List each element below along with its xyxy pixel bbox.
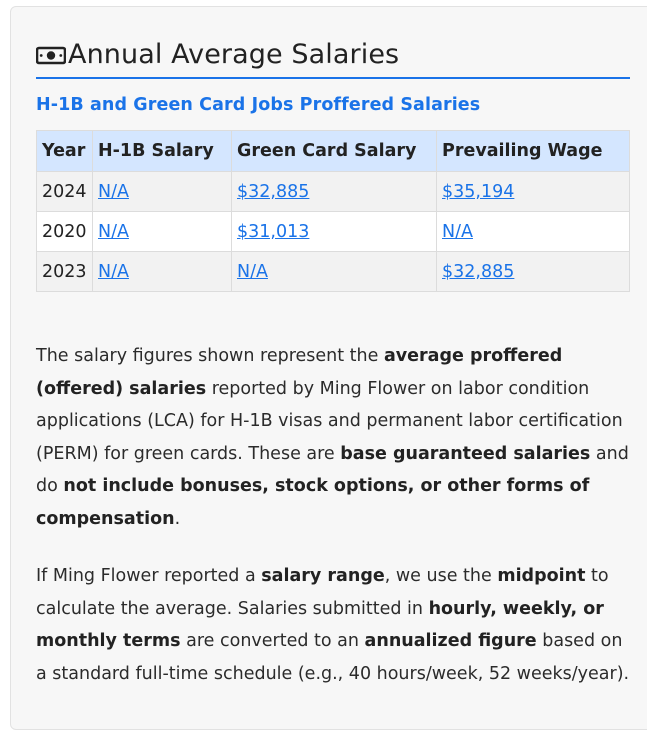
bold-text: not include bonuses, stock options, or o…	[36, 476, 590, 529]
section-title: Annual Average Salaries	[68, 39, 400, 70]
text-span: based on a standard full-time schedule (…	[36, 631, 630, 684]
cell-green-card-salary: $31,013	[231, 211, 437, 252]
bold-text: salary range	[261, 566, 385, 586]
text-span: , we use the	[384, 566, 498, 586]
salary-table: Year H-1B Salary Green Card Salary Preva…	[36, 130, 630, 292]
bold-text: annualized figure	[364, 631, 537, 652]
text-span: and do	[36, 443, 629, 497]
salary-explanation-paragraph: The salary figures shown represent the a…	[36, 340, 636, 536]
cell-year: 2023	[36, 251, 93, 292]
cell-year: 2024	[36, 171, 93, 212]
table-row: 2024 N/A $32,885 $35,194	[36, 171, 630, 212]
cell-prevailing-wage: $35,194	[436, 171, 630, 212]
table-row: 2023 N/A N/A $32,885	[36, 251, 630, 292]
h1b-salary-link[interactable]: N/A	[98, 261, 129, 282]
bold-text: midpoint	[497, 566, 586, 586]
cell-green-card-salary: N/A	[231, 251, 437, 292]
cell-h1b-salary: N/A	[92, 251, 232, 292]
cell-h1b-salary: N/A	[92, 171, 232, 212]
green-card-salary-link[interactable]: $31,013	[237, 221, 310, 242]
cell-year: 2020	[36, 211, 93, 252]
salary-card: Annual Average Salaries H-1B and Green C…	[10, 6, 647, 730]
text-span: to calculate the average. Salaries submi…	[36, 566, 609, 619]
h1b-salary-link[interactable]: N/A	[98, 221, 129, 242]
green-card-salary-link[interactable]: $32,885	[237, 181, 310, 202]
text-span: reported by Ming Flower on labor conditi…	[36, 378, 623, 464]
text-span: .	[174, 508, 181, 529]
text-span: are converted to an	[180, 631, 365, 652]
bold-text: base guaranteed salaries	[340, 443, 591, 464]
text-span: If Ming Flower reported a	[36, 566, 262, 586]
cell-h1b-salary: N/A	[92, 211, 232, 252]
col-header-prevailing-wage: Prevailing Wage	[436, 130, 630, 172]
text-span: The salary figures shown represent the	[36, 346, 384, 366]
prevailing-wage-link[interactable]: $32,885	[442, 261, 515, 282]
prevailing-wage-link[interactable]: $35,194	[442, 181, 515, 202]
h1b-salary-link[interactable]: N/A	[98, 181, 129, 202]
money-bill-icon	[35, 40, 67, 70]
table-row: 2020 N/A $31,013 N/A	[36, 211, 630, 252]
col-header-green-card-salary: Green Card Salary	[231, 130, 437, 172]
table-subtitle: H-1B and Green Card Jobs Proffered Salar…	[36, 95, 481, 115]
table-header-row: Year H-1B Salary Green Card Salary Preva…	[36, 130, 630, 172]
col-header-year: Year	[36, 130, 93, 172]
section-heading: Annual Average Salaries	[35, 33, 630, 79]
salary-calculation-paragraph: If Ming Flower reported a salary range, …	[36, 560, 636, 690]
bold-text: hourly, weekly, or monthly terms	[36, 598, 604, 652]
prevailing-wage-link[interactable]: N/A	[442, 221, 473, 242]
col-header-h1b-salary: H-1B Salary	[92, 130, 232, 172]
bold-text: average proffered (offered) salaries	[36, 346, 563, 399]
cell-prevailing-wage: N/A	[436, 211, 630, 252]
green-card-salary-link[interactable]: N/A	[237, 261, 268, 282]
cell-green-card-salary: $32,885	[231, 171, 437, 212]
cell-prevailing-wage: $32,885	[436, 251, 630, 292]
